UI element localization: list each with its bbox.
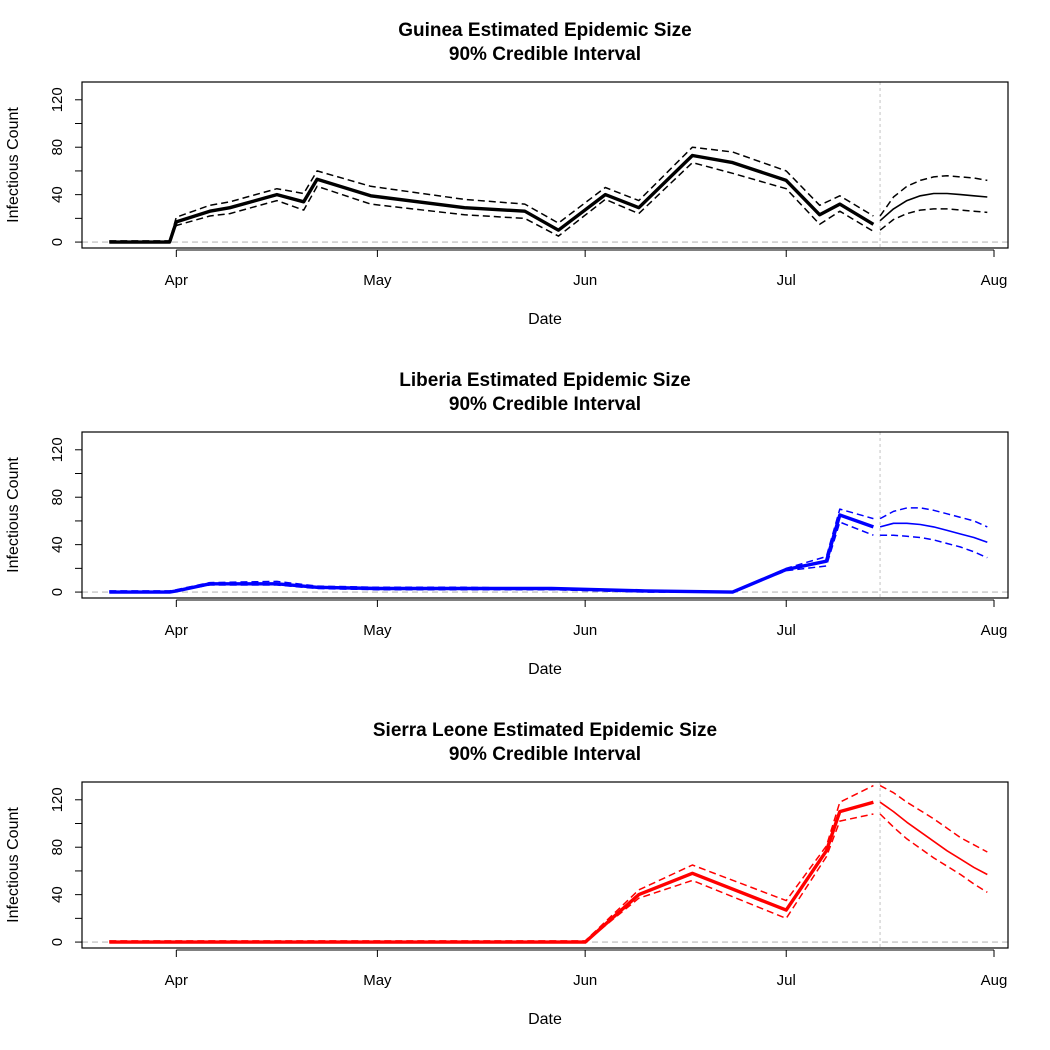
- plot-frame: [81, 781, 1009, 949]
- x-tick-label: Aug: [981, 622, 1008, 639]
- y-tick-label: 120: [49, 87, 66, 112]
- x-tick-label: May: [363, 972, 392, 989]
- plot-frame: [81, 431, 1009, 599]
- y-tick-label: 40: [49, 886, 66, 903]
- y-tick-label: 40: [49, 536, 66, 553]
- x-tick-label: Apr: [165, 272, 188, 289]
- fitted-median-line: [109, 513, 874, 594]
- x-axis-label: Date: [528, 661, 562, 678]
- y-tick-label: 80: [49, 139, 66, 156]
- y-tick-label: 0: [49, 938, 66, 946]
- chart-subtitle: 90% Credible Interval: [449, 394, 641, 415]
- fitted-median-line: [109, 153, 875, 244]
- fitted-upper-bound-line: [109, 146, 874, 242]
- y-tick-label: 80: [49, 839, 66, 856]
- chart-subtitle: 90% Credible Interval: [449, 44, 641, 65]
- chart-panel-2: Liberia Estimated Epidemic Size 90% Credi…: [5, 370, 1009, 678]
- forecast-median-line: [879, 192, 988, 222]
- x-tick-label: Jul: [777, 622, 796, 639]
- x-tick-label: Jun: [573, 972, 597, 989]
- x-axis-label: Date: [528, 1011, 562, 1028]
- fitted-median-line: [109, 800, 874, 944]
- chart-title: Guinea Estimated Epidemic Size: [398, 20, 692, 41]
- x-tick-label: Jul: [777, 972, 796, 989]
- chart-panel-3: Sierra Leone Estimated Epidemic Size 90% …: [5, 720, 1009, 1028]
- forecast-upper-bound-line: [879, 174, 988, 217]
- fitted-lower-bound-line: [109, 161, 874, 243]
- chart-title: Sierra Leone Estimated Epidemic Size: [373, 720, 717, 741]
- x-tick-label: Apr: [165, 622, 188, 639]
- x-tick-label: Aug: [981, 272, 1008, 289]
- forecast-lower-bound-line: [879, 813, 988, 893]
- forecast-upper-bound-line: [879, 507, 988, 528]
- y-axis-label: Infectious Count: [5, 457, 22, 573]
- y-tick-label: 120: [49, 437, 66, 462]
- x-axis-label: Date: [528, 311, 562, 328]
- y-tick-label: 0: [49, 588, 66, 596]
- forecast-median-line: [879, 801, 988, 876]
- y-tick-label: 0: [49, 238, 66, 246]
- x-tick-label: Jun: [573, 622, 597, 639]
- y-tick-label: 120: [49, 787, 66, 812]
- x-tick-label: Apr: [165, 972, 188, 989]
- forecast-median-line: [879, 522, 988, 544]
- chart-subtitle: 90% Credible Interval: [449, 744, 641, 765]
- plot-frame: [81, 81, 1009, 249]
- forecast-lower-bound-line: [879, 208, 988, 231]
- chart-title: Liberia Estimated Epidemic Size: [399, 370, 690, 391]
- forecast-lower-bound-line: [880, 534, 988, 559]
- y-axis-label: Infectious Count: [5, 807, 22, 923]
- y-tick-label: 40: [49, 186, 66, 203]
- chart-panel-1: Guinea Estimated Epidemic Size 90% Credib…: [5, 20, 1009, 328]
- x-tick-label: Aug: [981, 972, 1008, 989]
- x-tick-label: May: [363, 272, 392, 289]
- x-tick-label: Jul: [777, 272, 796, 289]
- x-tick-label: May: [363, 622, 392, 639]
- x-tick-label: Jun: [573, 272, 597, 289]
- y-tick-label: 80: [49, 489, 66, 506]
- y-axis-label: Infectious Count: [5, 107, 22, 223]
